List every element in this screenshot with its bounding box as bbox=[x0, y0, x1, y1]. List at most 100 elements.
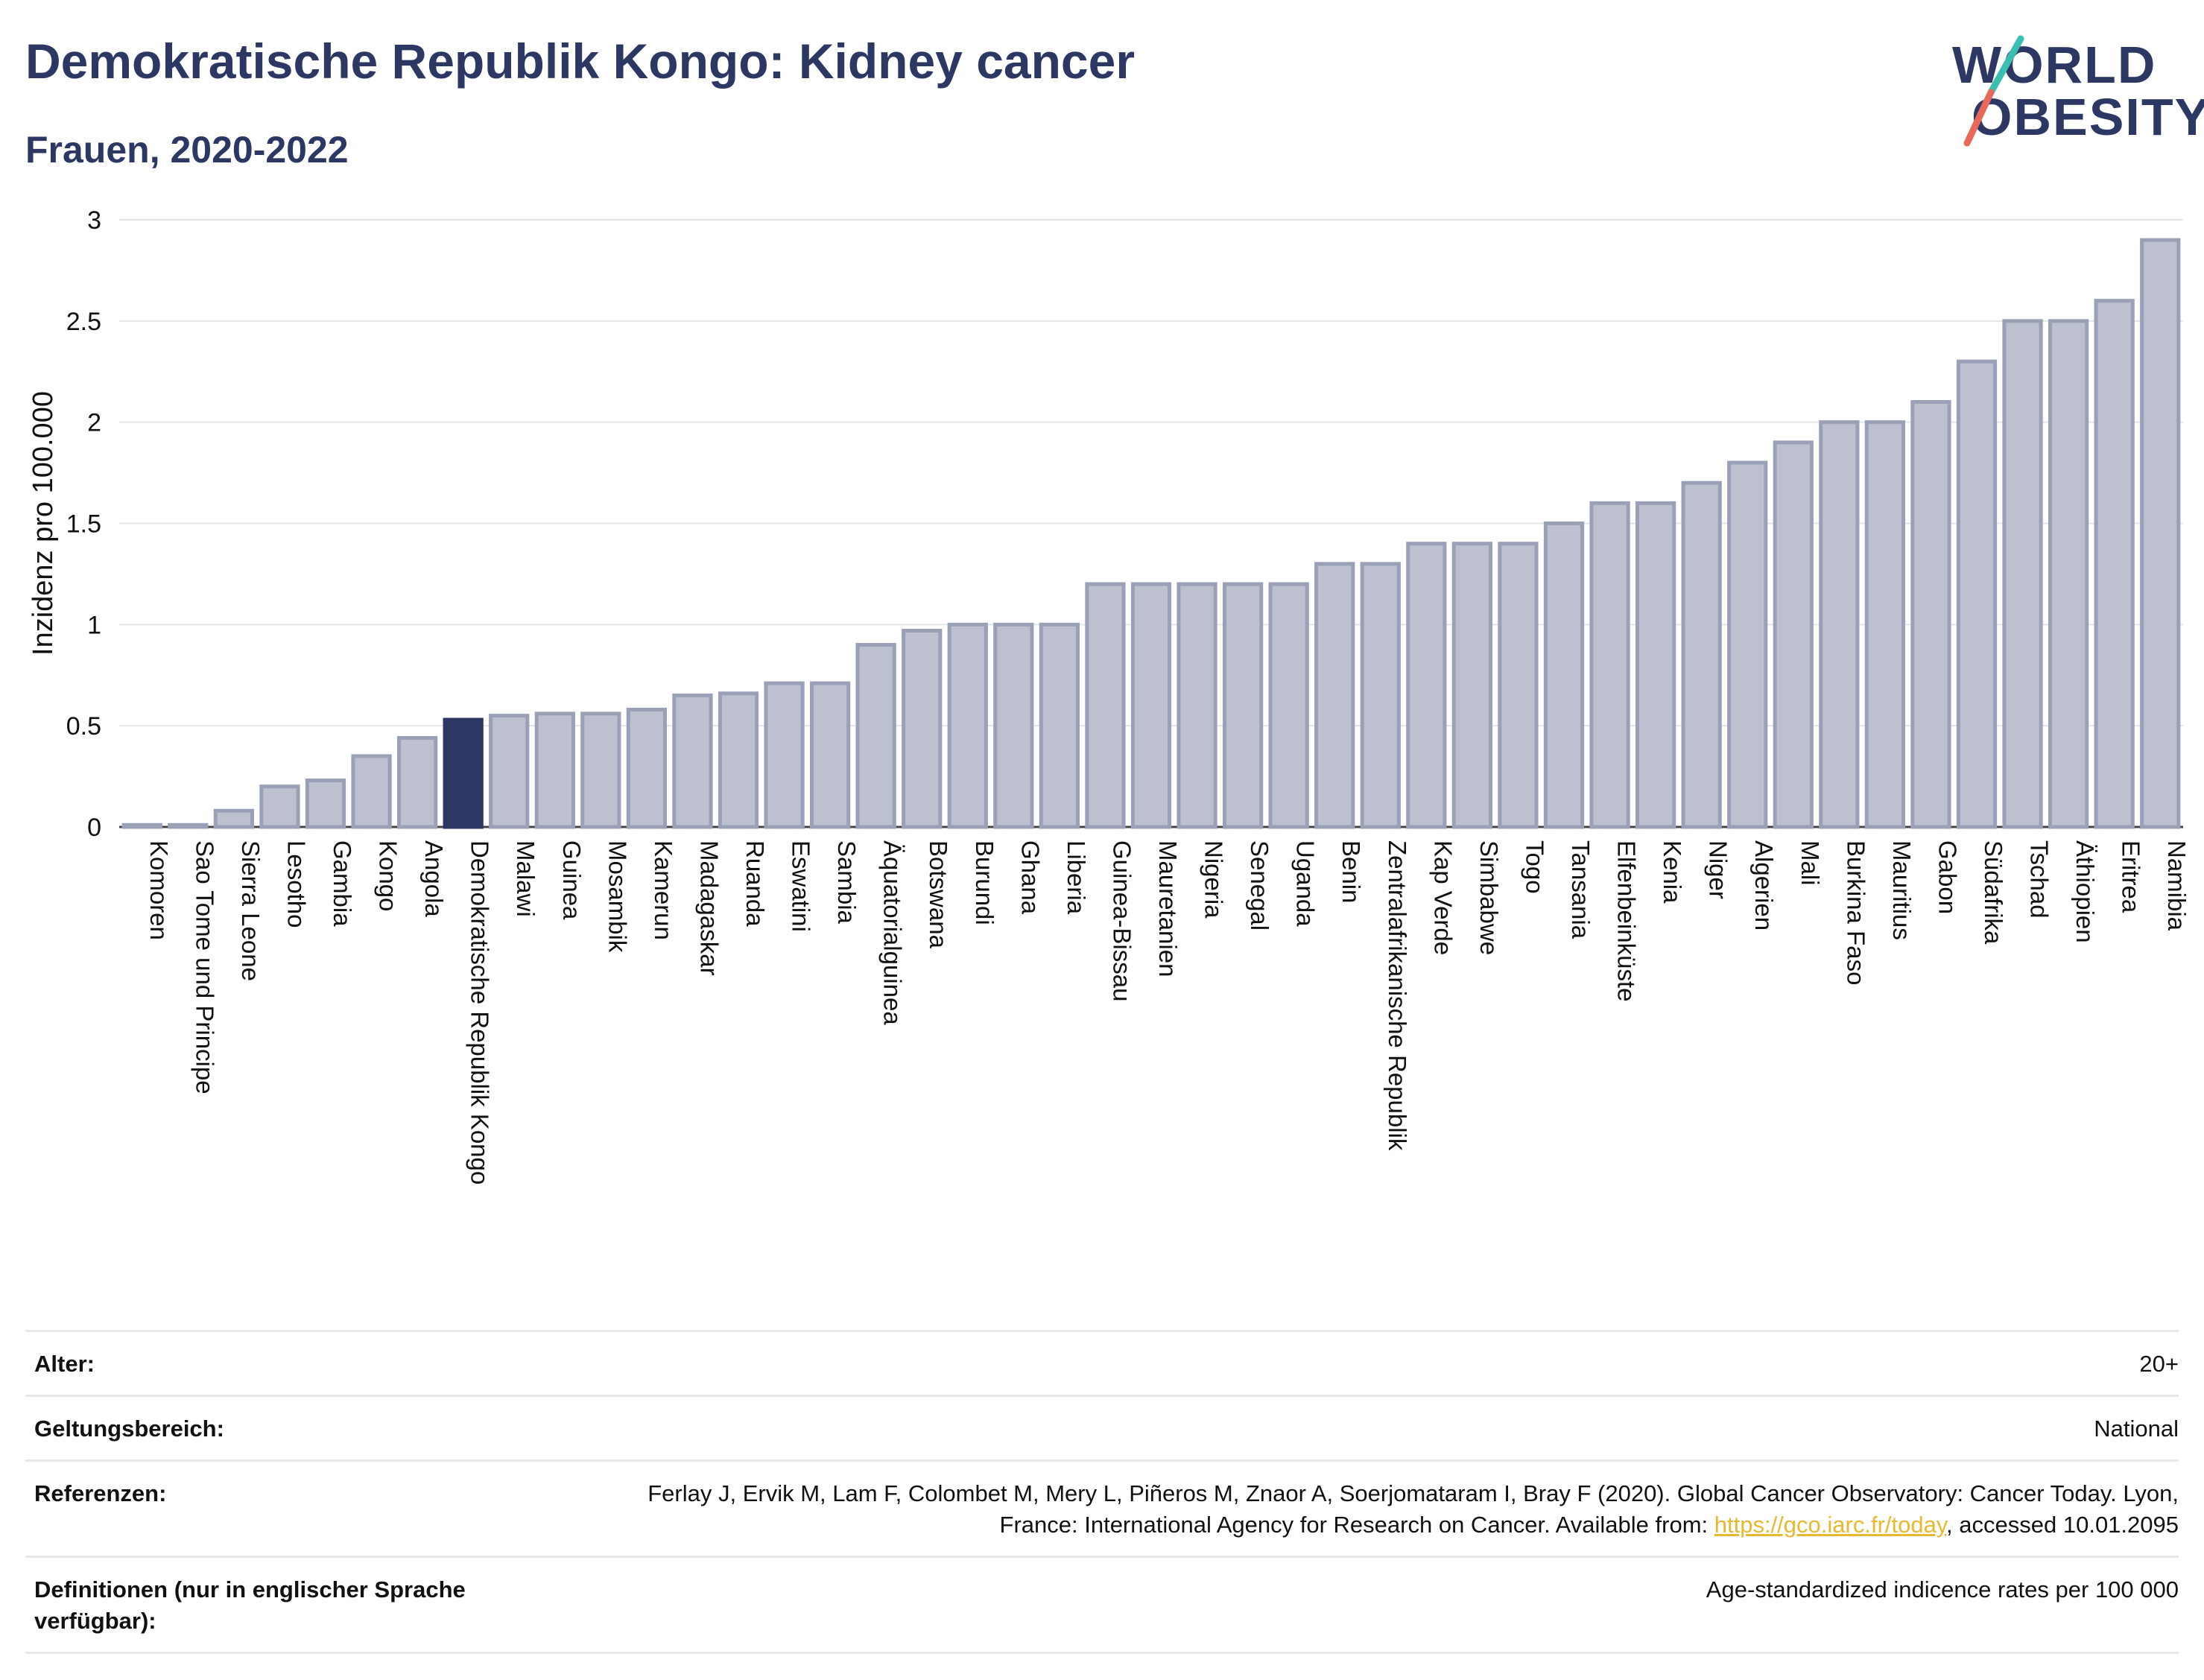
x-tick-label: Uganda bbox=[1292, 840, 1320, 927]
x-tick-label: Mosambik bbox=[604, 840, 631, 953]
bar-17 bbox=[902, 628, 943, 829]
x-tick-label: Guinea-Bissau bbox=[1108, 840, 1136, 1001]
bar-34 bbox=[1681, 481, 1722, 829]
scope-value: National bbox=[2094, 1416, 2179, 1442]
references-value: Ferlay J, Ervik M, Lam F, Colombet M, Me… bbox=[577, 1478, 2179, 1541]
bar-36 bbox=[1773, 440, 1814, 829]
y-tick-label: 1.5 bbox=[66, 510, 101, 539]
bar-12 bbox=[672, 693, 713, 829]
x-tick-label: Niger bbox=[1705, 840, 1732, 899]
bar-29 bbox=[1451, 542, 1493, 829]
x-tick-label: Madagaskar bbox=[695, 840, 723, 976]
x-tick-label: Sao Tome und Principe bbox=[191, 840, 218, 1094]
bar-16 bbox=[855, 643, 896, 829]
bar-8 bbox=[489, 714, 530, 829]
bar-32 bbox=[1589, 501, 1630, 829]
bar-41 bbox=[2002, 319, 2043, 829]
x-tick-label: Kongo bbox=[375, 840, 402, 911]
x-tick-label: Togo bbox=[1521, 840, 1548, 894]
x-tick-label: Sambia bbox=[833, 840, 861, 925]
x-tick-label: Zentralafrikanische Republik bbox=[1384, 840, 1411, 1151]
bar-3 bbox=[259, 784, 300, 829]
bar-4 bbox=[305, 779, 346, 829]
bar-7 bbox=[443, 717, 484, 829]
references-link[interactable]: https://gco.iarc.fr/today bbox=[1714, 1512, 1947, 1538]
y-tick-label: 0.5 bbox=[66, 712, 101, 741]
y-tick-label: 3 bbox=[87, 206, 101, 235]
x-tick-labels: Komoren Sao Tome und Principe Sierra Leone… bbox=[145, 840, 2191, 1185]
x-tick-label: Ghana bbox=[1016, 840, 1044, 915]
bar-39 bbox=[1910, 400, 1951, 829]
scope-label: Geltungsbereich: bbox=[34, 1416, 224, 1442]
x-tick-label: Eswatini bbox=[788, 840, 815, 932]
logo-slash-icon bbox=[1963, 35, 2024, 147]
meta-row-scope: Geltungsbereich: National bbox=[25, 1395, 2179, 1459]
x-tick-label: Simbabwe bbox=[1475, 840, 1503, 955]
y-tick-labels: 0 0.5 1 1.5 2 2.5 3 bbox=[66, 206, 101, 842]
bar-42 bbox=[2048, 319, 2089, 829]
bar-0 bbox=[121, 822, 162, 829]
bar-27 bbox=[1360, 562, 1401, 829]
age-value: 20+ bbox=[2139, 1351, 2179, 1377]
references-text-1: Ferlay J, Ervik M, Lam F, Colombet M, Me… bbox=[647, 1480, 2179, 1538]
definitions-label: Definitionen (nur in englischer Sprache … bbox=[34, 1576, 466, 1634]
x-tick-label: Malawi bbox=[512, 840, 539, 917]
references-text-2: , accessed 10.01.2095 bbox=[1946, 1512, 2179, 1538]
bar-5 bbox=[351, 754, 392, 829]
x-tick-label: Botswana bbox=[925, 840, 952, 949]
bar-35 bbox=[1727, 460, 1768, 829]
x-tick-label: Namibia bbox=[2163, 840, 2191, 931]
x-tick-label: Gambia bbox=[329, 840, 356, 927]
references-label: Referenzen: bbox=[34, 1480, 167, 1506]
logo-line-2: OBESITY bbox=[1972, 88, 2204, 146]
age-label: Alter: bbox=[34, 1351, 95, 1377]
x-tick-label: Äquatorialguinea bbox=[879, 840, 907, 1025]
x-tick-label: Mauritius bbox=[1888, 840, 1916, 940]
x-tick-label: Tansania bbox=[1567, 840, 1595, 939]
logo-line-1: WORLD bbox=[1952, 36, 2157, 94]
bar-2 bbox=[213, 808, 255, 829]
metadata-table: Alter: 20+ Geltungsbereich: National Ref… bbox=[25, 1330, 2179, 1654]
x-tick-label: Komoren bbox=[145, 840, 173, 940]
x-tick-label: Elfenbeinküste bbox=[1613, 840, 1641, 1001]
x-tick-label: Kamerun bbox=[650, 840, 677, 940]
y-tick-label: 2 bbox=[87, 409, 101, 437]
bar-40 bbox=[1956, 359, 1998, 829]
bar-33 bbox=[1635, 501, 1676, 829]
x-tick-label: Kenia bbox=[1659, 840, 1686, 904]
bar-22 bbox=[1130, 582, 1172, 829]
bar-26 bbox=[1314, 562, 1355, 829]
x-tick-label: Kap Verde bbox=[1429, 840, 1457, 955]
definitions-value: Age-standardized indicence rates per 100… bbox=[1706, 1576, 2179, 1603]
x-tick-label: Senegal bbox=[1246, 840, 1273, 931]
bar-10 bbox=[580, 711, 621, 829]
meta-row-references: Referenzen: Ferlay J, Ervik M, Lam F, Co… bbox=[25, 1459, 2179, 1556]
chart-title: Demokratische Republik Kongo: Kidney can… bbox=[25, 34, 1136, 89]
bar-20 bbox=[1039, 622, 1080, 829]
bar-38 bbox=[1864, 420, 1906, 829]
x-tick-label: Sierra Leone bbox=[237, 840, 265, 981]
bar-24 bbox=[1222, 582, 1264, 829]
y-tick-label: 0 bbox=[87, 814, 101, 842]
chart-subtitle: Frauen, 2020-2022 bbox=[25, 129, 349, 171]
x-tick-label: Eritrea bbox=[2118, 840, 2145, 913]
x-tick-label: Benin bbox=[1337, 840, 1365, 903]
world-obesity-logo: WORLD OBESITY bbox=[1937, 30, 2204, 164]
bar-28 bbox=[1406, 542, 1447, 829]
bar-13 bbox=[718, 691, 759, 829]
bar-43 bbox=[2094, 299, 2135, 829]
bar-37 bbox=[1819, 420, 1860, 829]
bar-21 bbox=[1085, 582, 1126, 829]
bar-1 bbox=[168, 822, 209, 829]
x-tick-label: Mali bbox=[1796, 840, 1824, 886]
bar-14 bbox=[764, 681, 805, 829]
bar-11 bbox=[626, 707, 668, 829]
bar-25 bbox=[1268, 582, 1309, 829]
bar-30 bbox=[1498, 542, 1539, 829]
bar-44 bbox=[2140, 238, 2181, 829]
x-tick-label: Gabon bbox=[1934, 840, 1961, 914]
y-tick-label: 2.5 bbox=[66, 308, 101, 336]
bar-18 bbox=[947, 622, 988, 829]
x-tick-label: Lesotho bbox=[282, 840, 310, 928]
x-tick-label: Nigeria bbox=[1200, 840, 1228, 919]
